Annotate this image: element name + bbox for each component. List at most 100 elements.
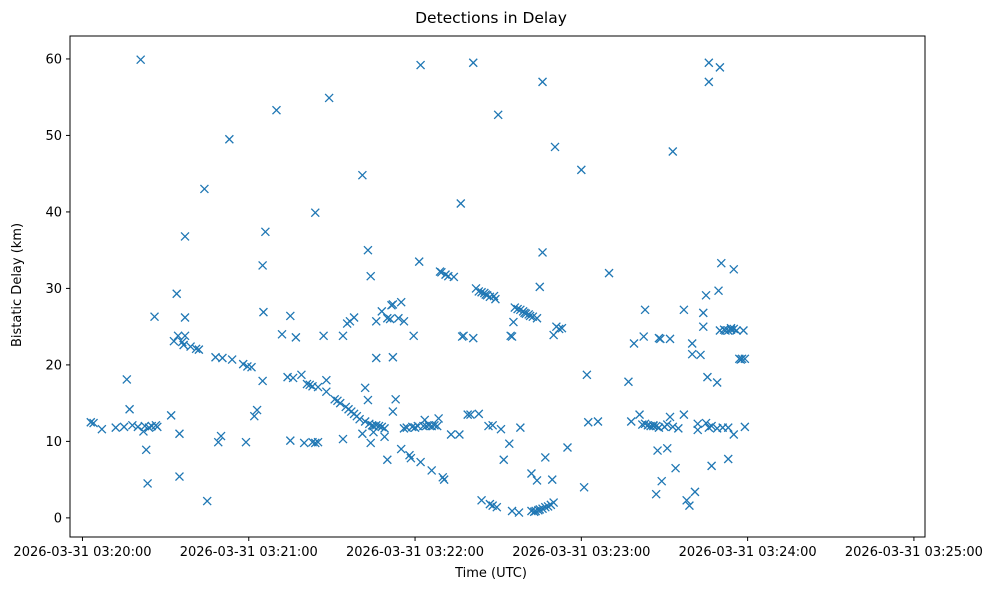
data-point xyxy=(535,505,545,514)
data-point xyxy=(97,424,107,434)
data-point xyxy=(396,297,406,307)
data-point xyxy=(715,62,725,72)
data-point xyxy=(180,231,190,241)
data-point xyxy=(138,426,148,436)
data-point xyxy=(399,316,409,326)
data-point xyxy=(371,353,381,363)
data-point xyxy=(704,423,714,433)
data-point xyxy=(127,420,137,430)
data-point xyxy=(169,336,179,346)
data-point xyxy=(640,305,650,315)
data-point xyxy=(639,332,649,342)
data-point xyxy=(682,495,692,505)
data-point xyxy=(507,332,517,342)
data-point xyxy=(456,199,466,208)
data-point xyxy=(252,405,262,415)
data-point xyxy=(360,417,370,426)
data-point xyxy=(227,355,237,365)
data-point xyxy=(371,420,381,430)
data-point xyxy=(366,271,376,281)
data-point xyxy=(324,93,334,103)
data-point xyxy=(508,317,518,327)
data-point xyxy=(288,373,298,383)
data-point xyxy=(526,469,536,478)
y-axis-ticks: 0 10 20 30 40 50 60 xyxy=(45,52,70,526)
y-axis-label: Bistatic Delay (km) xyxy=(10,223,25,347)
data-point xyxy=(640,419,650,429)
data-point xyxy=(729,264,739,274)
data-point xyxy=(89,418,99,428)
data-point xyxy=(540,502,550,512)
data-point xyxy=(474,287,484,296)
data-point xyxy=(414,257,424,267)
data-point xyxy=(429,420,439,430)
data-point xyxy=(382,313,392,323)
data-point xyxy=(651,489,661,499)
data-point xyxy=(363,395,373,405)
data-point xyxy=(330,394,340,404)
data-point xyxy=(554,324,564,334)
x-axis-label: Time (UTC) xyxy=(454,566,527,581)
data-point xyxy=(371,316,381,326)
data-point xyxy=(668,422,678,432)
data-point xyxy=(357,170,367,180)
data-point xyxy=(247,362,256,372)
data-point xyxy=(388,300,398,309)
data-point xyxy=(260,227,270,237)
data-point xyxy=(258,261,268,270)
data-point xyxy=(310,208,320,218)
data-point xyxy=(144,423,154,433)
data-point xyxy=(532,475,542,485)
data-point xyxy=(122,374,132,384)
data-point xyxy=(477,495,487,505)
data-point xyxy=(194,345,204,355)
data-point xyxy=(604,268,614,278)
chart-title: Detections in Delay xyxy=(415,9,567,27)
data-point xyxy=(441,270,450,280)
data-point xyxy=(515,305,525,315)
data-point xyxy=(665,412,675,422)
data-point xyxy=(186,342,196,352)
y-tick-label: 10 xyxy=(45,435,62,450)
data-point xyxy=(202,496,212,506)
data-point xyxy=(459,331,469,341)
data-point xyxy=(626,417,636,426)
data-point xyxy=(224,134,234,144)
data-point xyxy=(152,422,162,432)
data-point xyxy=(241,437,251,447)
data-point xyxy=(623,377,633,387)
data-point xyxy=(739,326,748,335)
data-point xyxy=(696,350,705,360)
data-point xyxy=(684,501,694,511)
data-point xyxy=(690,487,700,497)
data-point xyxy=(180,313,190,322)
data-point xyxy=(579,482,589,492)
data-point xyxy=(125,404,135,414)
data-point xyxy=(357,429,367,439)
data-point xyxy=(547,475,557,485)
data-point xyxy=(716,258,726,268)
data-point xyxy=(653,446,663,456)
data-point xyxy=(213,437,223,447)
data-point xyxy=(496,424,506,434)
data-point xyxy=(538,248,547,257)
data-point xyxy=(468,333,478,343)
data-points xyxy=(86,55,750,517)
x-tick-label: 2026-03-31 03:21:00 xyxy=(180,545,318,560)
data-point xyxy=(319,331,329,341)
data-point xyxy=(563,443,572,452)
data-point xyxy=(249,411,259,421)
data-point xyxy=(173,331,183,341)
data-point xyxy=(535,282,545,292)
data-point xyxy=(671,463,681,473)
data-point xyxy=(119,422,129,432)
data-point xyxy=(732,326,741,335)
data-point xyxy=(740,422,750,432)
data-point xyxy=(737,354,747,364)
data-point xyxy=(693,419,703,429)
data-point xyxy=(729,430,739,439)
data-point xyxy=(141,445,151,455)
x-tick-label: 2026-03-31 03:25:00 xyxy=(845,545,983,560)
